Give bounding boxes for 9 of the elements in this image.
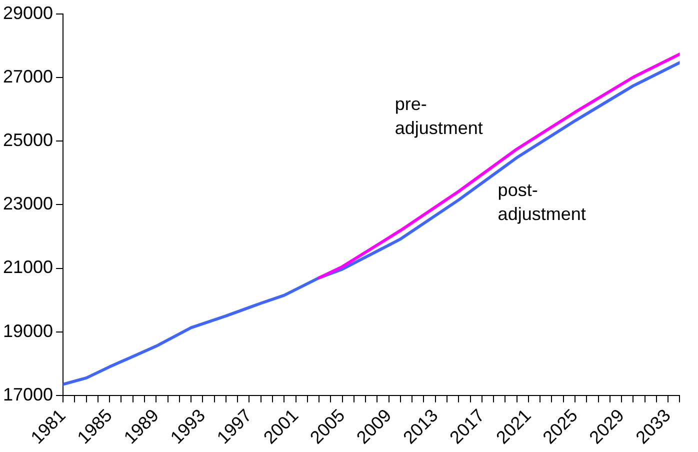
y-tick-label: 29000 — [2, 2, 54, 23]
y-tick-label: 17000 — [2, 384, 54, 404]
y-tick-label: 25000 — [2, 130, 54, 150]
series-label: pre-adjustment — [394, 94, 483, 138]
series-label: post-adjustment — [498, 180, 586, 224]
y-tick-label: 19000 — [2, 320, 54, 341]
y-tick-label: 23000 — [2, 194, 54, 214]
y-tick-label: 27000 — [2, 66, 54, 87]
y-tick-label: 21000 — [2, 257, 54, 278]
